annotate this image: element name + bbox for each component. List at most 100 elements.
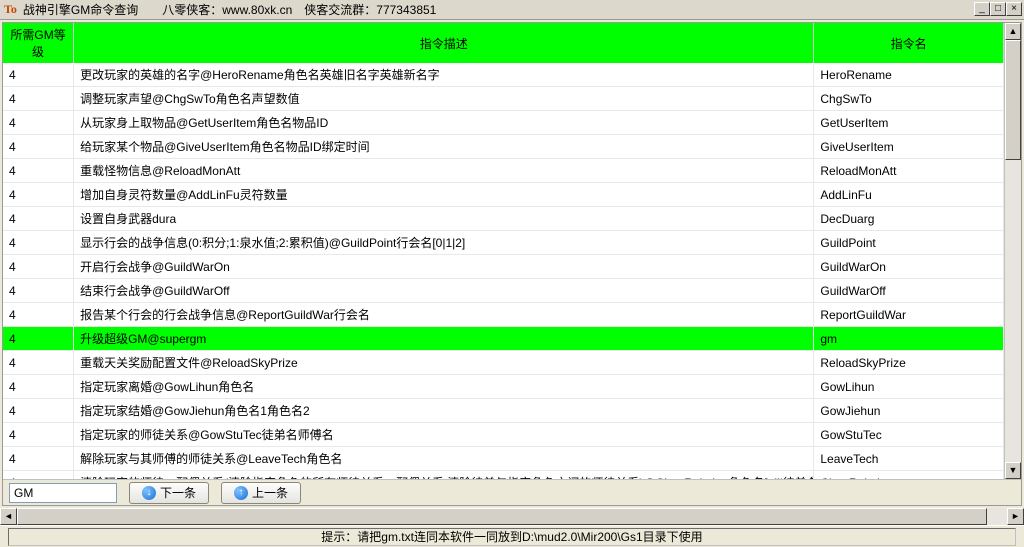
table-row[interactable]: 4设置自身武器duraDecDuarg [3,207,1004,231]
table-row[interactable]: 4增加自身灵符数量@AddLinFu灵符数量AddLinFu [3,183,1004,207]
search-bar: ↓ 下一条 ↑ 上一条 [3,479,1021,505]
cell-command-name: ChgSwTo [814,87,1004,111]
cell-description: 调整玩家声望@ChgSwTo角色名声望数值 [74,87,814,111]
scroll-left-button[interactable]: ◄ [0,508,17,525]
cell-description: 重载天关奖励配置文件@ReloadSkyPrize [74,351,814,375]
cell-command-name: ReportGuildWar [814,303,1004,327]
cell-description: 重载怪物信息@ReloadMonAtt [74,159,814,183]
cell-gm-level: 4 [3,63,74,87]
cell-gm-level: 4 [3,207,74,231]
cell-gm-level: 4 [3,255,74,279]
table-scroll: 所需GM等级 指令描述 指令名 4更改玩家的英雄的名字@HeroRename角色… [3,23,1004,479]
window-controls: _ □ × [974,2,1022,16]
header-description[interactable]: 指令描述 [74,23,814,63]
prev-button[interactable]: ↑ 上一条 [221,482,301,504]
hscroll-track[interactable] [17,508,1007,525]
cell-gm-level: 4 [3,231,74,255]
cell-command-name: GuildPoint [814,231,1004,255]
cell-description: 开启行会战争@GuildWarOn [74,255,814,279]
table-row[interactable]: 4清除玩家的师徒、配偶关系(清除指定角色的所有师徒关系、配偶关系;清除徒弟与指定… [3,471,1004,480]
gm-command-table: 所需GM等级 指令描述 指令名 4更改玩家的英雄的名字@HeroRename角色… [3,23,1004,479]
cell-command-name: ClearRelation [814,471,1004,480]
vertical-scrollbar[interactable]: ▲ ▼ [1004,23,1021,479]
cell-description: 解除玩家与其师傅的师徒关系@LeaveTech角色名 [74,447,814,471]
search-input[interactable] [9,483,117,503]
table-row[interactable]: 4指定玩家的师徒关系@GowStuTec徒弟名师傅名GowStuTec [3,423,1004,447]
table-row[interactable]: 4指定玩家结婚@GowJiehun角色名1角色名2GowJiehun [3,399,1004,423]
cell-gm-level: 4 [3,447,74,471]
title-prefix: 战神引擎GM命令查询 八零侠客： [23,3,222,17]
horizontal-scrollbar[interactable]: ◄ ► [0,508,1024,525]
cell-command-name: GiveUserItem [814,135,1004,159]
cell-gm-level: 4 [3,159,74,183]
status-bar: 提示：请把gm.txt连同本软件一同放到D:\mud2.0\Mir200\Gs1… [0,525,1024,547]
table-row[interactable]: 4重载怪物信息@ReloadMonAttReloadMonAtt [3,159,1004,183]
scroll-up-button[interactable]: ▲ [1005,23,1021,40]
window-title: 战神引擎GM命令查询 八零侠客：www.80xk.cn 侠客交流群：777343… [23,1,436,18]
cell-command-name: ReloadMonAtt [814,159,1004,183]
header-gm-level[interactable]: 所需GM等级 [3,23,74,63]
table-row[interactable]: 4报告某个行会的行会战争信息@ReportGuildWar行会名ReportGu… [3,303,1004,327]
cell-description: 清除玩家的师徒、配偶关系(清除指定角色的所有师徒关系、配偶关系;清除徒弟与指定角… [74,471,814,480]
table-row[interactable]: 4指定玩家离婚@GowLihun角色名GowLihun [3,375,1004,399]
table-row[interactable]: 4重载天关奖励配置文件@ReloadSkyPrizeReloadSkyPrize [3,351,1004,375]
up-arrow-icon: ↑ [234,486,248,500]
cell-command-name: DecDuarg [814,207,1004,231]
next-button[interactable]: ↓ 下一条 [129,482,209,504]
table-header-row: 所需GM等级 指令描述 指令名 [3,23,1004,63]
table-area: 所需GM等级 指令描述 指令名 4更改玩家的英雄的名字@HeroRename角色… [3,23,1021,479]
app-icon: To [4,2,17,17]
cell-gm-level: 4 [3,303,74,327]
cell-command-name: HeroRename [814,63,1004,87]
title-bar: To 战神引擎GM命令查询 八零侠客：www.80xk.cn 侠客交流群：777… [0,0,1024,20]
close-button[interactable]: × [1006,2,1022,16]
next-label: 下一条 [160,484,196,501]
cell-gm-level: 4 [3,327,74,351]
cell-gm-level: 4 [3,399,74,423]
table-row[interactable]: 4给玩家某个物品@GiveUserItem角色名物品ID绑定时间GiveUser… [3,135,1004,159]
cell-description: 显示行会的战争信息(0:积分;1:泉水值;2:累积值)@GuildPoint行会… [74,231,814,255]
status-text: 提示：请把gm.txt连同本软件一同放到D:\mud2.0\Mir200\Gs1… [8,528,1016,546]
cell-gm-level: 4 [3,111,74,135]
cell-gm-level: 4 [3,135,74,159]
title-url: www.80xk.cn [222,3,292,17]
cell-command-name: gm [814,327,1004,351]
hscroll-thumb[interactable] [17,508,987,525]
maximize-button[interactable]: □ [990,2,1006,16]
table-row[interactable]: 4更改玩家的英雄的名字@HeroRename角色名英雄旧名字英雄新名字HeroR… [3,63,1004,87]
table-row[interactable]: 4解除玩家与其师傅的师徒关系@LeaveTech角色名LeaveTech [3,447,1004,471]
table-row[interactable]: 4开启行会战争@GuildWarOnGuildWarOn [3,255,1004,279]
table-row[interactable]: 4结束行会战争@GuildWarOffGuildWarOff [3,279,1004,303]
cell-description: 指定玩家的师徒关系@GowStuTec徒弟名师傅名 [74,423,814,447]
table-row[interactable]: 4从玩家身上取物品@GetUserItem角色名物品IDGetUserItem [3,111,1004,135]
cell-gm-level: 4 [3,375,74,399]
table-body: 4更改玩家的英雄的名字@HeroRename角色名英雄旧名字英雄新名字HeroR… [3,63,1004,479]
cell-description: 结束行会战争@GuildWarOff [74,279,814,303]
cell-command-name: GowStuTec [814,423,1004,447]
cell-command-name: GowLihun [814,375,1004,399]
cell-description: 给玩家某个物品@GiveUserItem角色名物品ID绑定时间 [74,135,814,159]
cell-command-name: AddLinFu [814,183,1004,207]
scroll-track[interactable] [1005,40,1021,462]
down-arrow-icon: ↓ [142,486,156,500]
cell-gm-level: 4 [3,183,74,207]
prev-label: 上一条 [252,484,288,501]
minimize-button[interactable]: _ [974,2,990,16]
cell-description: 指定玩家结婚@GowJiehun角色名1角色名2 [74,399,814,423]
table-row[interactable]: 4显示行会的战争信息(0:积分;1:泉水值;2:累积值)@GuildPoint行… [3,231,1004,255]
scroll-thumb[interactable] [1005,40,1021,160]
scroll-right-button[interactable]: ► [1007,508,1024,525]
table-row[interactable]: 4升级超级GM@supergmgm [3,327,1004,351]
scroll-down-button[interactable]: ▼ [1005,462,1021,479]
cell-command-name: GuildWarOff [814,279,1004,303]
title-suffix: 侠客交流群：777343851 [292,3,436,17]
table-row[interactable]: 4调整玩家声望@ChgSwTo角色名声望数值ChgSwTo [3,87,1004,111]
cell-description: 设置自身武器dura [74,207,814,231]
cell-gm-level: 4 [3,279,74,303]
header-command-name[interactable]: 指令名 [814,23,1004,63]
cell-gm-level: 4 [3,87,74,111]
cell-command-name: GuildWarOn [814,255,1004,279]
cell-command-name: GowJiehun [814,399,1004,423]
cell-description: 报告某个行会的行会战争信息@ReportGuildWar行会名 [74,303,814,327]
cell-gm-level: 4 [3,351,74,375]
